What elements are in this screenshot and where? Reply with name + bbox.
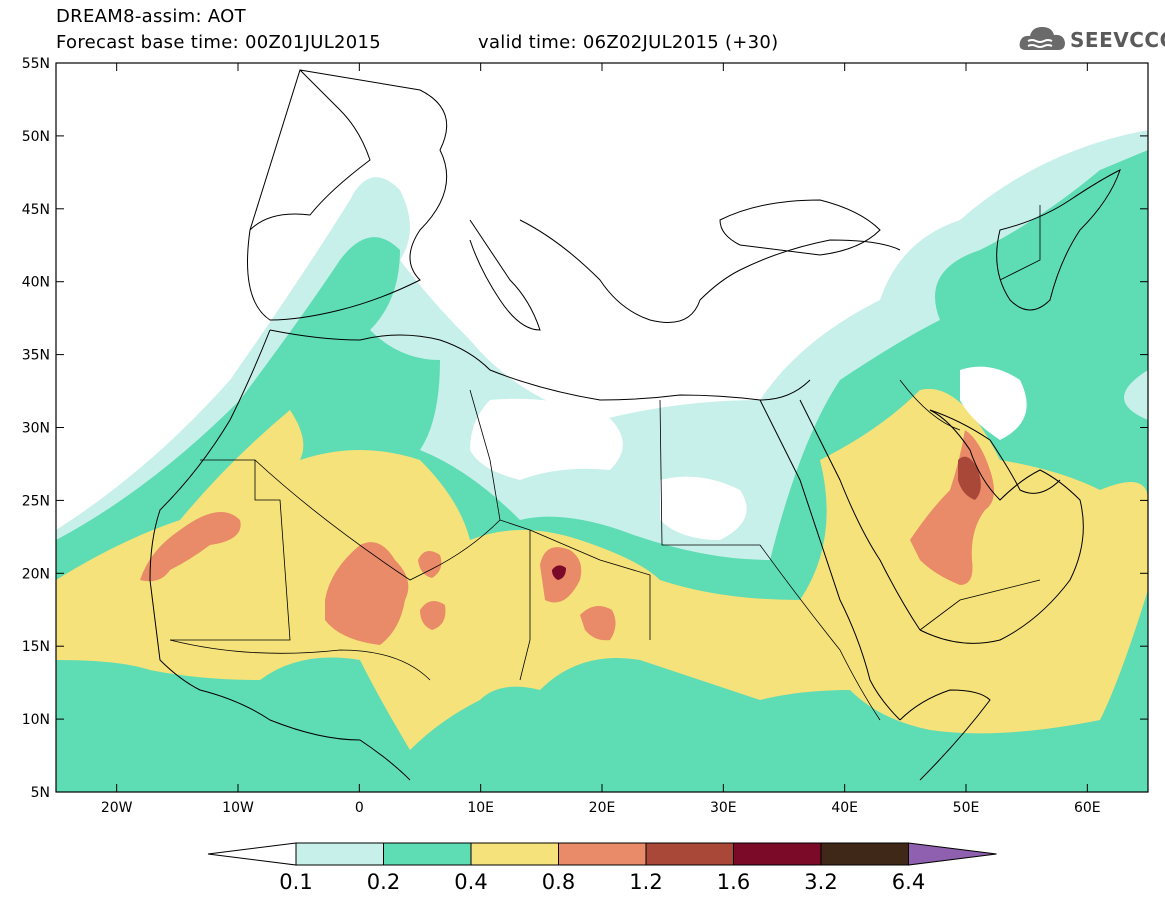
colorbar-segment bbox=[558, 842, 647, 866]
country-borders bbox=[169, 205, 1041, 721]
lat-label: 30N bbox=[22, 421, 50, 437]
italy-coast bbox=[469, 219, 541, 331]
aot-level-0.4 bbox=[56, 388, 1148, 750]
colorbar-label: 0.4 bbox=[454, 870, 488, 894]
lat-label: 5N bbox=[31, 785, 50, 801]
arabia-coast bbox=[919, 409, 1084, 644]
lon-label: 50E bbox=[953, 800, 980, 816]
forecast-base-time: Forecast base time: 00Z01JUL2015 bbox=[56, 32, 382, 53]
lat-label: 20N bbox=[22, 566, 50, 582]
clear-area-iran bbox=[960, 366, 1027, 440]
colorbar-label: 0.1 bbox=[279, 870, 313, 894]
balkans-coast bbox=[519, 219, 901, 323]
lon-label: 20W bbox=[101, 800, 133, 816]
lon-label: 60E bbox=[1074, 800, 1101, 816]
lat-label: 35N bbox=[22, 348, 50, 364]
lon-label: 0 bbox=[355, 800, 364, 816]
lat-label: 40N bbox=[22, 275, 50, 291]
cloud-icon bbox=[1019, 27, 1065, 50]
logo-text: SEEVCCC bbox=[1070, 28, 1165, 52]
lat-label: 25N bbox=[22, 493, 50, 509]
colorbar-under-triangle bbox=[207, 842, 297, 866]
border-saudi-yemen bbox=[919, 579, 1041, 631]
colorbar-over-triangle bbox=[908, 842, 997, 866]
europe-coast bbox=[247, 69, 448, 321]
coastlines bbox=[149, 69, 1121, 781]
aot-level-1.6 bbox=[552, 565, 566, 580]
seevccc-logo: SEEVCCC bbox=[1018, 22, 1165, 56]
clear-area-egypt-south bbox=[660, 476, 747, 540]
caspian-coast bbox=[996, 169, 1121, 311]
valid-time: valid time: 06Z02JUL2015 (+30) bbox=[478, 32, 779, 53]
border-mauritania-mali bbox=[170, 459, 291, 641]
colorbar-segment bbox=[820, 842, 909, 866]
lat-label: 50N bbox=[22, 129, 50, 145]
colorbar-label: 3.2 bbox=[804, 870, 838, 894]
aot-level-0.8-small2 bbox=[418, 551, 442, 578]
lat-label: 15N bbox=[22, 639, 50, 655]
west-africa-coast bbox=[149, 329, 411, 781]
border-iraq-iran bbox=[899, 379, 961, 431]
lon-label: 10E bbox=[467, 800, 494, 816]
black-sea-coast bbox=[719, 199, 881, 256]
border-kazakh bbox=[999, 205, 1041, 281]
red-sea-coast bbox=[759, 399, 921, 721]
axis-ticks: 55N 50N 45N 40N 35N 30N 25N 20N 15N 10N 5N 20W 10W 0 1… bbox=[22, 56, 1148, 816]
aot-level-1.2 bbox=[958, 456, 981, 500]
colorbar-segment bbox=[645, 842, 734, 866]
border-niger-chad bbox=[429, 519, 531, 681]
colorbar-label: 1.6 bbox=[716, 870, 751, 894]
colorbar-segment bbox=[383, 842, 472, 866]
map-title: DREAM8-assim: AOT bbox=[56, 6, 246, 27]
border-egypt-sudan bbox=[659, 399, 760, 546]
colorbar-label: 0.2 bbox=[366, 870, 401, 894]
aot-level-0.8-chad bbox=[580, 606, 616, 641]
aot-field bbox=[56, 130, 1148, 792]
colorbar-segment bbox=[295, 842, 384, 866]
north-africa-coast bbox=[269, 329, 811, 401]
colorbar-label: 1.2 bbox=[629, 870, 663, 894]
colorbar-segment bbox=[470, 842, 559, 866]
border-algeria-libya bbox=[469, 389, 531, 531]
aot-level-0.8-west bbox=[140, 512, 241, 582]
border-algeria-mali bbox=[254, 459, 431, 581]
clear-area-libya-egypt bbox=[470, 398, 623, 480]
aot-level-0.8-central bbox=[325, 542, 409, 645]
border-west-africa bbox=[169, 639, 431, 681]
lon-label: 10W bbox=[222, 800, 254, 816]
border-sudan-ethiopia bbox=[759, 544, 881, 721]
aot-level-0.8-small1 bbox=[420, 601, 446, 630]
lat-label: 45N bbox=[22, 202, 50, 218]
border-libya-chad bbox=[529, 529, 651, 640]
persian-gulf-coast bbox=[929, 409, 1061, 494]
colorbar-label: 0.8 bbox=[541, 870, 576, 894]
lat-label: 10N bbox=[22, 712, 50, 728]
colorbar-segment bbox=[733, 842, 822, 866]
lat-label: 55N bbox=[22, 56, 50, 72]
colorbar-label: 6.4 bbox=[891, 870, 926, 894]
lon-label: 40E bbox=[831, 800, 858, 816]
lon-label: 20E bbox=[589, 800, 616, 816]
lon-label: 30E bbox=[710, 800, 737, 816]
horn-of-africa-coast bbox=[899, 689, 991, 781]
